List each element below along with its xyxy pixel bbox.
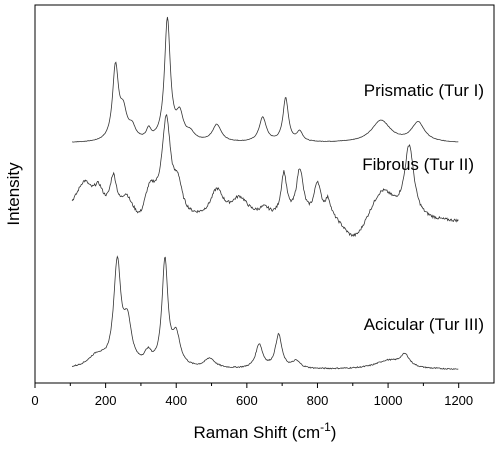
series-label-2: Fibrous (Tur II) bbox=[362, 155, 474, 174]
series-labels: Prismatic (Tur I) Fibrous (Tur II) Acicula… bbox=[362, 81, 484, 334]
x-axis-label-main: Raman Shift (cm bbox=[194, 423, 321, 442]
x-tick-label-800: 800 bbox=[307, 393, 329, 408]
y-axis-label: Intensity bbox=[4, 162, 23, 226]
x-tick-label-400: 400 bbox=[165, 393, 187, 408]
x-tick-label-1000: 1000 bbox=[374, 393, 403, 408]
x-tick-label-600: 600 bbox=[236, 393, 258, 408]
series-label-3: Acicular (Tur III) bbox=[364, 315, 484, 334]
x-tick-label-1200: 1200 bbox=[444, 393, 473, 408]
spectra-group bbox=[71, 16, 459, 370]
x-tick-label-0: 0 bbox=[31, 393, 38, 408]
x-axis-label: Raman Shift (cm-1) bbox=[194, 420, 337, 442]
spectrum-line-1 bbox=[72, 16, 459, 143]
spectrum-line-2 bbox=[71, 113, 459, 238]
plot-frame bbox=[34, 4, 495, 384]
spectrum-line-3 bbox=[71, 255, 459, 370]
x-axis-label-close: ) bbox=[331, 423, 337, 442]
series-label-1: Prismatic (Tur I) bbox=[364, 81, 484, 100]
x-axis-ticks: 0 200 400 600 800 1000 1200 bbox=[31, 383, 473, 408]
x-tick-label-200: 200 bbox=[95, 393, 117, 408]
x-axis-label-superscript: -1 bbox=[320, 420, 331, 434]
